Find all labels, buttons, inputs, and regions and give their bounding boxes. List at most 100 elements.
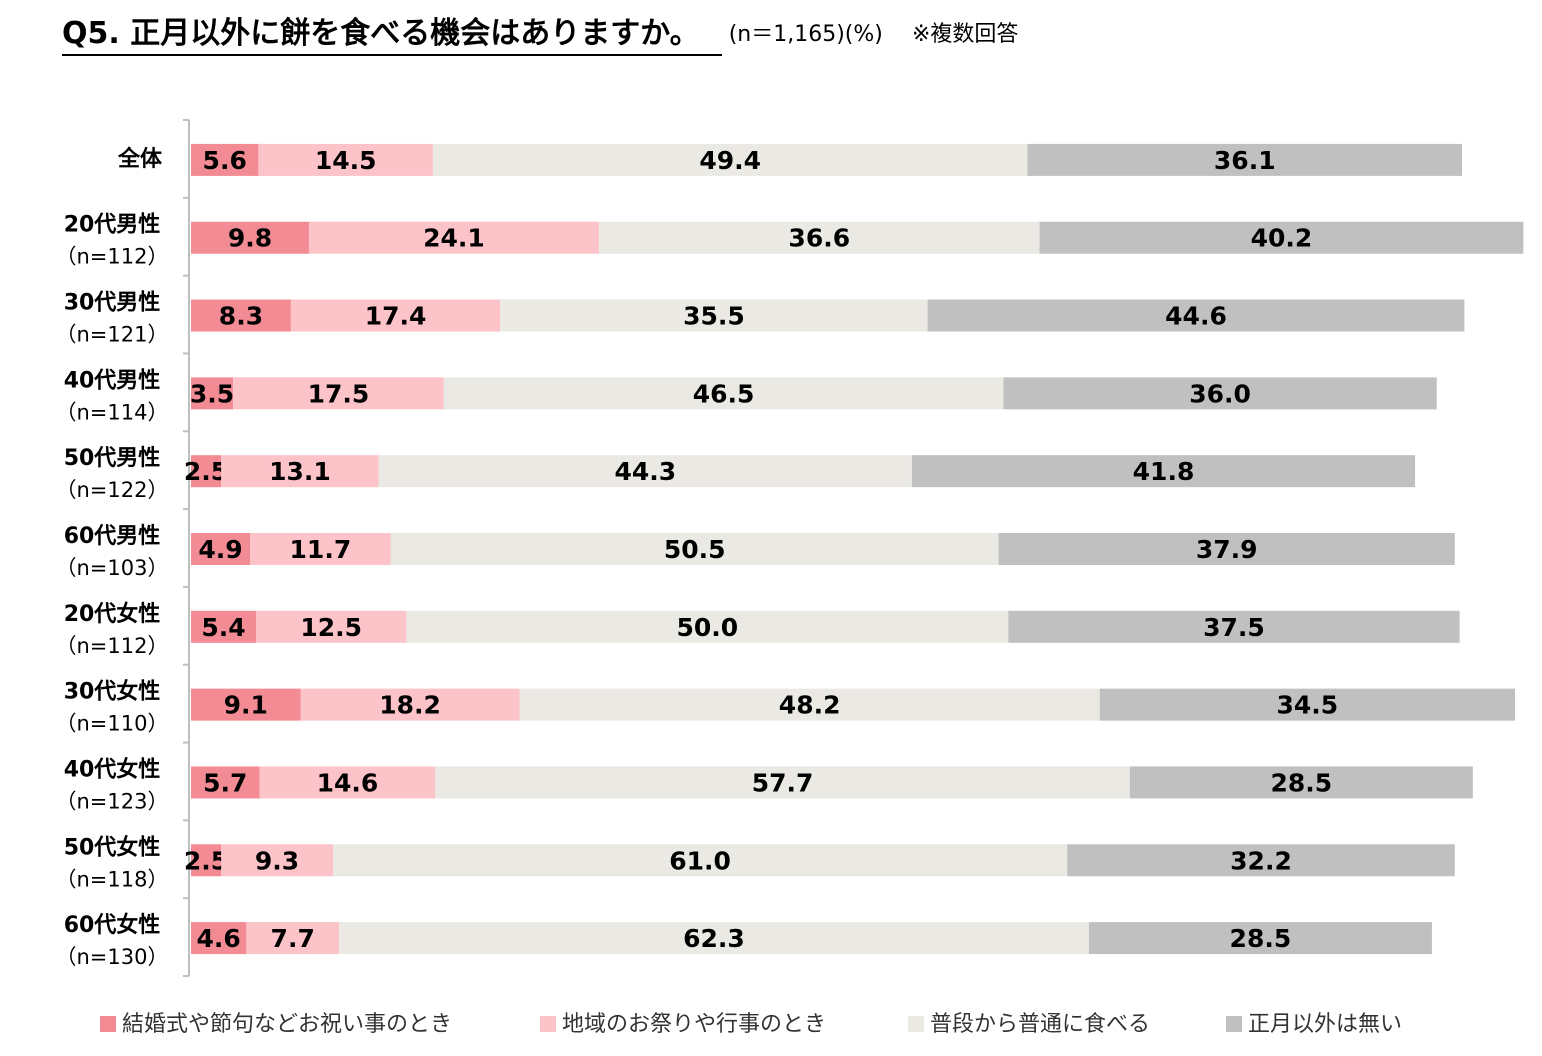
category-label: 20代男性: [64, 213, 161, 238]
data-label: 9.1: [224, 691, 268, 720]
bar-segment-series-3: [339, 922, 1089, 955]
bar-segment-series-1: [191, 844, 222, 877]
data-label: 49.4: [699, 146, 761, 175]
category-label: 60代男性: [64, 524, 161, 549]
data-label: 4.6: [197, 924, 241, 953]
bar-segment-series-1: [191, 143, 259, 176]
bar-segment-series-4: [1129, 766, 1473, 799]
category-sample-size: （n=123）: [56, 789, 169, 813]
legend-item: 地域のお祭りや行事のとき: [540, 1006, 826, 1038]
data-label: 40.2: [1251, 224, 1313, 253]
data-label: 14.5: [315, 146, 377, 175]
chart-title: Q5. 正月以外に餅を食べる機会はありますか。: [62, 14, 722, 56]
sample-size-note: (n＝1,165)(%): [728, 22, 883, 47]
bar-segment-series-4: [998, 533, 1455, 565]
title-row: Q5. 正月以外に餅を食べる機会はありますか。 (n＝1,165)(%) ※複数…: [62, 14, 1018, 58]
data-label: 4.9: [198, 535, 242, 564]
category-label: 50代男性: [64, 446, 161, 471]
category-sample-size: （n=130）: [56, 945, 169, 969]
data-label: 37.9: [1196, 535, 1258, 564]
data-label: 12.5: [300, 613, 362, 642]
category-label: 60代女性: [64, 912, 161, 938]
bar-segment-series-2: [258, 143, 433, 176]
bar-segment-series-3: [599, 221, 1040, 254]
bar-segment-series-2: [249, 533, 391, 565]
data-label: 50.0: [677, 613, 739, 642]
data-label: 24.1: [423, 224, 485, 253]
legend-item: 普段から普通に食べる: [908, 1006, 1150, 1038]
bar-segment-series-3: [333, 844, 1068, 877]
data-label: 28.5: [1270, 768, 1332, 797]
data-label: 14.6: [317, 768, 379, 797]
data-label: 50.5: [664, 535, 726, 564]
bar-segment-series-2: [255, 610, 407, 643]
data-label: 18.2: [379, 691, 441, 720]
bar-segment-series-1: [191, 299, 291, 332]
data-label: 44.6: [1165, 302, 1227, 331]
bar-segment-series-4: [1003, 377, 1437, 410]
bar-segment-series-1: [191, 922, 247, 955]
bar-segment-series-3: [435, 766, 1130, 799]
data-label: 37.5: [1203, 613, 1265, 642]
data-label: 28.5: [1230, 924, 1292, 953]
bar-segment-series-2: [308, 221, 600, 254]
bar-segment-series-3: [500, 299, 928, 332]
legend-swatch: [100, 1016, 116, 1032]
data-label: 35.5: [683, 302, 745, 331]
data-label: 57.7: [752, 768, 814, 797]
data-label: 44.3: [615, 457, 677, 486]
data-label: 7.7: [271, 924, 315, 953]
data-label: 17.4: [365, 302, 427, 331]
category-sample-size: （n=118）: [56, 867, 169, 891]
bar-segment-series-3: [406, 610, 1009, 643]
legend-label: 地域のお祭りや行事のとき: [562, 1012, 827, 1037]
data-label: 17.5: [308, 379, 370, 408]
data-label: 36.1: [1214, 146, 1276, 175]
data-label: 5.7: [203, 768, 247, 797]
bar-segment-series-1: [191, 688, 301, 721]
data-label: 62.3: [683, 924, 745, 953]
bar-segment-series-4: [1088, 922, 1432, 955]
data-label: 2.5: [184, 846, 228, 875]
data-label: 9.8: [228, 224, 272, 253]
category-label: 30代男性: [64, 291, 161, 316]
bar-segment-series-2: [233, 377, 444, 410]
data-label: 61.0: [669, 846, 731, 875]
bar-segment-series-1: [191, 766, 260, 799]
data-label: 5.6: [203, 146, 247, 175]
bar-segment-series-4: [1027, 143, 1463, 176]
bar-segment-series-3: [443, 377, 1004, 410]
bar-segment-series-4: [1039, 221, 1524, 254]
data-label: 48.2: [779, 691, 841, 720]
data-label: 8.3: [219, 302, 263, 331]
category-label: 全体: [117, 146, 163, 172]
legend-swatch: [540, 1016, 556, 1032]
category-sample-size: （n=122）: [56, 478, 169, 502]
category-label: 50代女性: [64, 834, 161, 860]
bar-segment-series-2: [221, 455, 379, 488]
data-label: 9.3: [255, 846, 299, 875]
bar-segment-series-2: [246, 922, 340, 955]
data-label: 36.0: [1189, 379, 1251, 408]
legend-swatch: [1226, 1016, 1242, 1032]
bar-segment-series-3: [519, 688, 1100, 721]
legend-label: 正月以外は無い: [1248, 1012, 1403, 1037]
data-label: 11.7: [290, 535, 352, 564]
bar-segment-series-4: [911, 455, 1416, 488]
legend-item: 結婚式や節句などお祝い事のとき: [100, 1006, 452, 1038]
bar-segment-series-4: [1099, 688, 1515, 721]
bar-segment-series-3: [432, 143, 1028, 176]
category-label: 40代女性: [64, 756, 161, 782]
bar-segment-series-1: [191, 610, 256, 643]
data-label: 5.4: [201, 613, 245, 642]
legend-item: 正月以外は無い: [1226, 1006, 1402, 1038]
bar-segment-series-1: [191, 533, 250, 565]
category-sample-size: （n=121）: [56, 323, 169, 347]
data-label: 3.5: [190, 379, 234, 408]
bar-segment-series-2: [259, 766, 436, 799]
bar-segment-series-4: [1008, 610, 1460, 643]
legend-label: 普段から普通に食べる: [930, 1012, 1151, 1037]
legend-swatch: [908, 1016, 924, 1032]
bar-segment-series-1: [191, 377, 234, 410]
legend-label: 結婚式や節句などお祝い事のとき: [122, 1012, 453, 1037]
